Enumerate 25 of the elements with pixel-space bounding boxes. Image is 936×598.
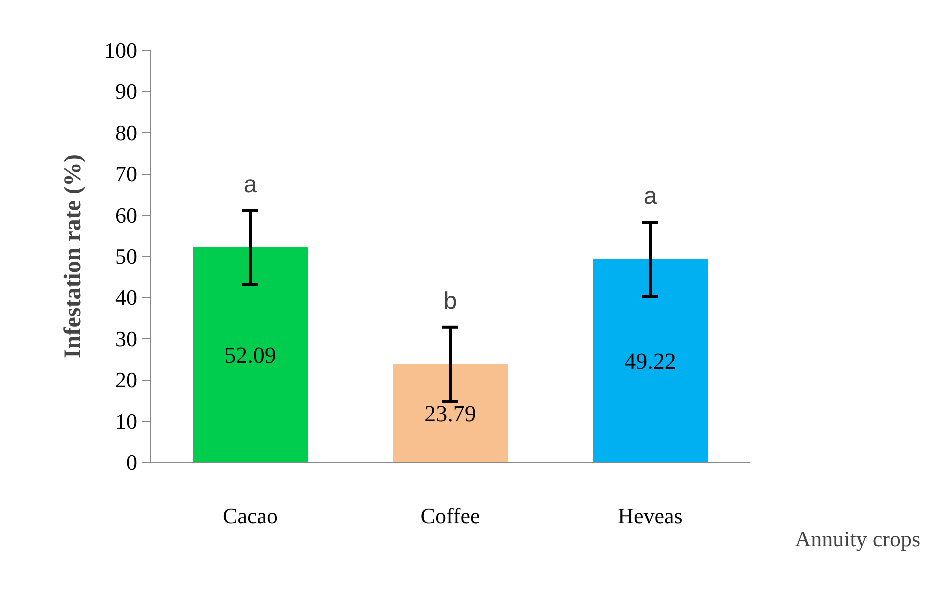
data-label: 49.22 [624, 349, 676, 374]
x-tick-label: Cacao [223, 504, 278, 528]
y-tick-label: 90 [116, 79, 138, 104]
y-tick-label: 0 [126, 450, 138, 475]
data-label: 23.79 [424, 401, 476, 426]
y-tick-label: 60 [116, 202, 138, 228]
y-tick-label: 30 [116, 326, 138, 352]
y-tick-label: 100 [104, 38, 138, 63]
annotation: a [644, 183, 658, 210]
y-tick-label: 20 [116, 368, 138, 393]
x-tick-label: Heveas [618, 504, 683, 528]
y-tick-label: 50 [116, 244, 138, 269]
y-axis-title: Infestation rate (%) [60, 154, 86, 358]
annotation: a [244, 171, 258, 198]
annotation: b [444, 288, 458, 315]
x-tick-label: Coffee [420, 504, 480, 528]
data-label: 52.09 [224, 343, 276, 368]
y-tick-label: 40 [116, 285, 138, 310]
bar [593, 259, 708, 462]
y-tick-label: 80 [116, 120, 138, 146]
bar [193, 247, 308, 462]
y-tick-label: 10 [116, 408, 138, 434]
x-axis-title: Annuity crops [795, 526, 920, 552]
bar [393, 364, 508, 462]
y-tick-label: 70 [116, 162, 138, 187]
